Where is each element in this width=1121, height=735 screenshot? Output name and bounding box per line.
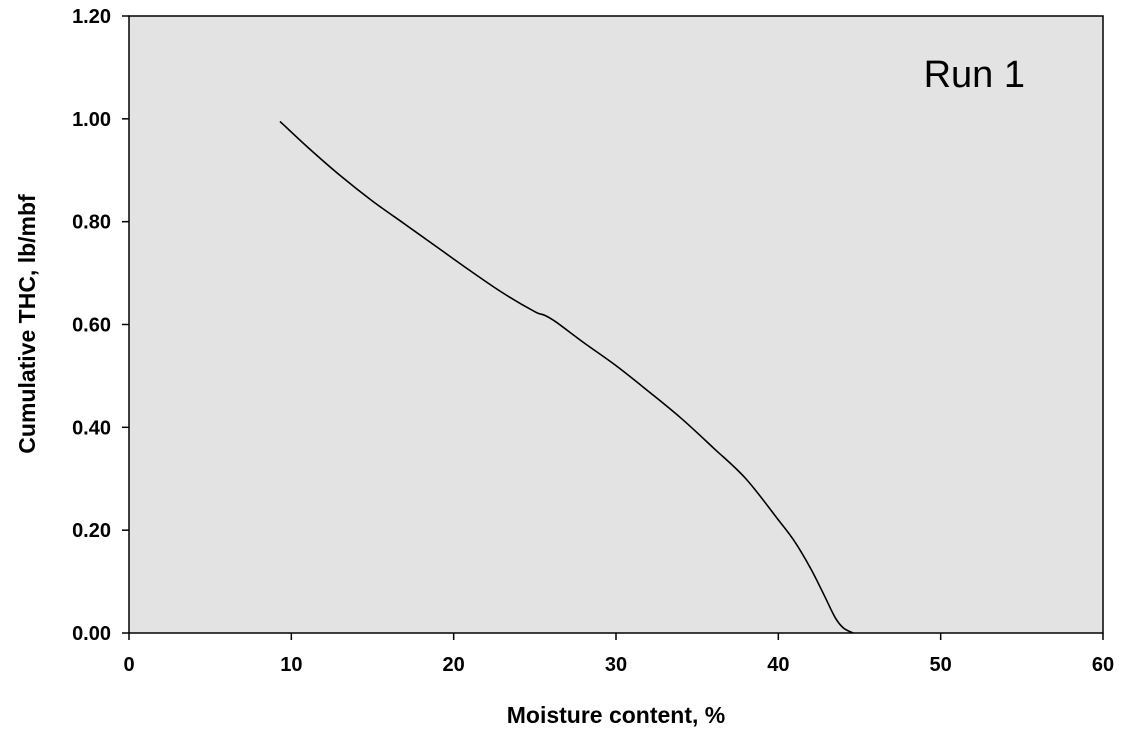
y-tick-label: 1.20 bbox=[72, 6, 111, 28]
x-tick-label: 10 bbox=[280, 654, 302, 676]
y-tick-label: 0.20 bbox=[72, 520, 111, 542]
tick-labels-layer: 0 10 20 30 40 50 60 0.00 0.20 0.40 0.60 0.80 1.00 1.2… bbox=[72, 6, 1114, 676]
x-tick-label: 20 bbox=[443, 654, 465, 676]
ticks-layer bbox=[122, 15, 1104, 640]
y-axis-title: Cumulative THC, lb/mbf bbox=[14, 194, 40, 454]
y-tick-label: 0.40 bbox=[72, 417, 111, 439]
plot-area bbox=[128, 15, 1104, 634]
y-tick-label: 0.00 bbox=[72, 623, 111, 645]
x-tick-label: 50 bbox=[930, 654, 952, 676]
y-tick-label: 0.60 bbox=[72, 315, 111, 337]
annotation-run-label: Run 1 bbox=[924, 54, 1025, 96]
y-tick-label: 0.80 bbox=[72, 212, 111, 234]
x-tick-label: 30 bbox=[605, 654, 627, 676]
x-tick-label: 60 bbox=[1092, 654, 1114, 676]
series-line-run-1 bbox=[279, 120, 854, 634]
x-tick-label: 40 bbox=[767, 654, 789, 676]
x-axis-title: Moisture content, % bbox=[507, 702, 726, 728]
y-tick-label: 1.00 bbox=[72, 109, 111, 131]
x-tick-label: 0 bbox=[123, 654, 134, 676]
